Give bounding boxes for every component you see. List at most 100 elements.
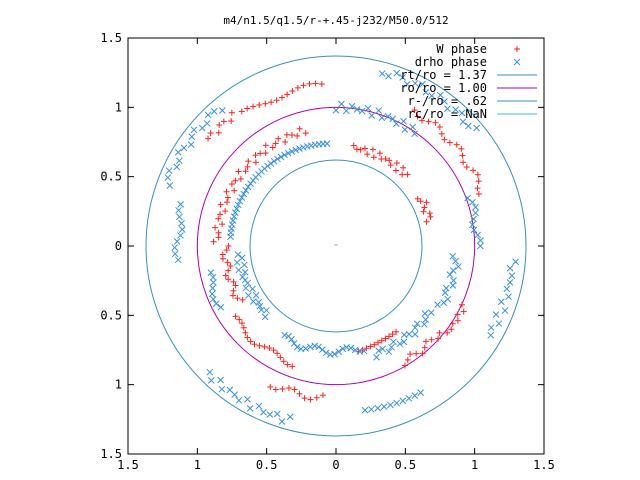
y-tick-label: 1.5	[100, 31, 122, 45]
drho-phase-point	[361, 406, 369, 414]
drho-phase-point	[175, 206, 182, 214]
drho-phase-point	[173, 163, 181, 171]
drho-phase-point	[240, 261, 248, 269]
w-phase-point	[307, 396, 314, 403]
drho-phase-point	[353, 105, 361, 113]
w-phase-point	[270, 347, 277, 354]
drho-phase-point	[293, 343, 301, 351]
w-phase-point	[446, 139, 453, 146]
w-phase-point	[313, 394, 320, 401]
drho-phase-point	[292, 146, 300, 154]
y-tick-label: 1	[115, 378, 122, 392]
legend-label: drho phase	[415, 55, 487, 69]
drho-phase-point	[242, 187, 250, 194]
drho-phase-point	[217, 303, 225, 311]
drho-phase-point	[270, 157, 278, 165]
drho-phase-point	[204, 111, 212, 119]
x-tick-label: 1	[471, 458, 478, 472]
w-phase-point	[282, 138, 289, 145]
w-phase-point	[215, 129, 222, 136]
drho-phase-point	[165, 167, 173, 175]
drho-phase-point	[506, 279, 514, 286]
drho-phase-point	[403, 80, 411, 88]
w-phase-point	[239, 296, 246, 303]
drho-phase-point	[273, 410, 281, 418]
w-phase-point	[252, 152, 259, 159]
w-phase-point	[294, 132, 301, 139]
drho-phase-point	[207, 269, 215, 276]
y-tick-label: 1.5	[100, 447, 122, 461]
drho-phase-point	[464, 194, 471, 202]
w-phase-point	[386, 333, 393, 340]
w-phase-point	[228, 118, 235, 125]
w-phase-point	[470, 167, 477, 174]
drho-phase-point	[465, 122, 472, 130]
reference-circles	[145, 55, 527, 437]
drho-phase-point	[176, 213, 183, 221]
drho-phase-point	[339, 345, 347, 353]
w-phase-point	[244, 105, 251, 112]
legend-swatch	[513, 58, 521, 66]
drho-phase-point	[212, 300, 220, 307]
drho-phase-point	[442, 284, 450, 292]
drho-phase-point	[400, 117, 407, 125]
drho-phase-point	[166, 182, 174, 189]
w-phase-point	[404, 356, 411, 363]
w-phase-point	[427, 213, 434, 220]
w-phase-point	[222, 208, 229, 215]
w-phase-point	[274, 350, 281, 357]
drho-phase-point	[229, 217, 237, 224]
w-phase-point	[247, 338, 254, 345]
drho-phase-point	[393, 399, 400, 407]
x-tick-label: 1.5	[533, 458, 555, 472]
w-phase-point	[261, 343, 268, 350]
drho-phase-point	[449, 252, 457, 260]
drho-phase-point	[373, 353, 380, 361]
w-phase-point	[229, 292, 236, 299]
w-phase-point	[236, 316, 243, 323]
drho-phase-point	[180, 144, 188, 152]
w-phase-point	[407, 351, 414, 358]
drho-phase-point	[505, 293, 512, 301]
w-phase-point	[361, 145, 368, 152]
w-phase-point	[458, 145, 465, 152]
w-phase-point	[224, 194, 231, 201]
w-phase-point	[232, 313, 239, 320]
drho-phase-point	[450, 277, 457, 284]
drho-phase-point	[315, 343, 323, 351]
drho-phase-point	[209, 273, 217, 281]
w-phase-point	[230, 278, 237, 285]
drho-phase-point	[210, 279, 217, 286]
drho-phase-point	[428, 92, 436, 100]
drho-phase-point	[245, 292, 252, 299]
drho-phase-point	[503, 285, 511, 293]
drho-phase-point	[332, 107, 340, 114]
drho-phase-point	[173, 238, 181, 245]
w-phase-point	[474, 185, 481, 192]
w-phase-point	[267, 383, 274, 390]
drho-phase-point	[335, 348, 343, 355]
drho-phase-point	[375, 107, 383, 114]
w-phase-point	[231, 187, 238, 194]
w-phase-point	[219, 255, 226, 262]
drho-phase-point	[178, 220, 185, 227]
w-phase-point	[421, 204, 428, 211]
chart-title: m4/n1.5/q1.5/r-+.45-j232/M50.0/512	[223, 14, 448, 27]
drho-phase-point	[210, 108, 218, 115]
drho-phase-point	[303, 143, 311, 150]
w-phase-point	[235, 168, 242, 175]
drho-phase-point	[378, 114, 386, 122]
legend-label: r-/ro = .62	[408, 94, 487, 108]
drho-phase-point	[241, 268, 249, 276]
y-tick-label: 1	[115, 100, 122, 114]
drho-phase-point	[249, 298, 257, 305]
drho-phase-point	[296, 145, 303, 152]
drho-phase-point	[249, 285, 256, 293]
drho-phase-point	[405, 395, 413, 402]
x-tick-label: 0	[332, 458, 339, 472]
w-phase-point	[273, 97, 280, 104]
w-phase-point	[350, 142, 357, 149]
drho-phase-point	[171, 250, 179, 258]
drho-phase-point	[190, 126, 198, 134]
drho-phase-point	[388, 343, 395, 351]
